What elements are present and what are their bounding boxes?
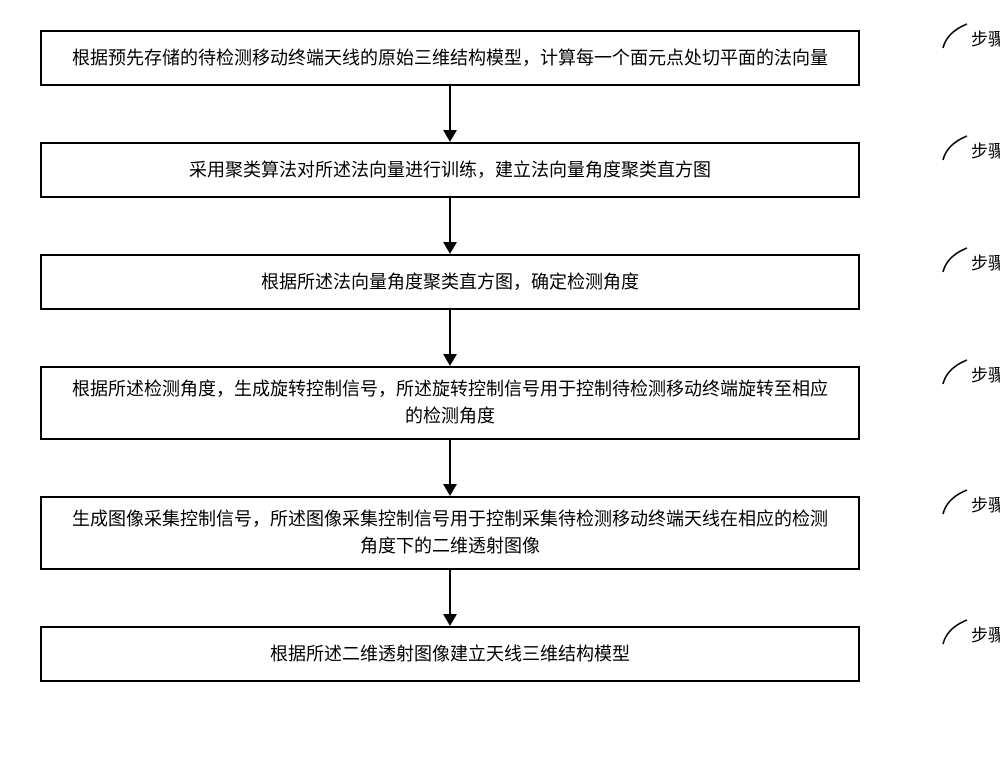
flowchart-container: 根据预先存储的待检测移动终端天线的原始三维结构模型，计算每一个面元点处切平面的法… [40, 30, 960, 682]
step-row: 根据预先存储的待检测移动终端天线的原始三维结构模型，计算每一个面元点处切平面的法… [40, 30, 960, 86]
step-row: 根据所述法向量角度聚类直方图，确定检测角度 步骤S103 [40, 254, 960, 310]
step-label: 步骤S106 [971, 621, 1000, 646]
process-box-s106: 根据所述二维透射图像建立天线三维结构模型 [40, 626, 860, 682]
down-arrow-icon [438, 570, 462, 626]
process-text: 根据预先存储的待检测移动终端天线的原始三维结构模型，计算每一个面元点处切平面的法… [72, 45, 828, 72]
arrow-wrap [40, 570, 860, 626]
step-label: 步骤S105 [971, 491, 1000, 516]
arrow-wrap [40, 440, 860, 496]
process-box-s103: 根据所述法向量角度聚类直方图，确定检测角度 [40, 254, 860, 310]
step-row: 采用聚类算法对所述法向量进行训练，建立法向量角度聚类直方图 步骤S102 [40, 142, 960, 198]
step-label: 步骤S101 [971, 25, 1000, 50]
arrow-wrap [40, 86, 860, 142]
process-text: 根据所述法向量角度聚类直方图，确定检测角度 [261, 269, 639, 296]
step-label: 步骤S104 [971, 361, 1000, 386]
step-label: 步骤S103 [971, 249, 1000, 274]
leader-curve-icon [941, 486, 969, 516]
process-box-s105: 生成图像采集控制信号，所述图像采集控制信号用于控制采集待检测移动终端天线在相应的… [40, 496, 860, 570]
step-row: 生成图像采集控制信号，所述图像采集控制信号用于控制采集待检测移动终端天线在相应的… [40, 496, 960, 570]
step-label-wrap: 步骤S103 [941, 244, 1000, 274]
step-label-wrap: 步骤S102 [941, 132, 1000, 162]
leader-curve-icon [941, 356, 969, 386]
arrow-wrap [40, 198, 860, 254]
leader-curve-icon [941, 132, 969, 162]
process-text: 根据所述二维透射图像建立天线三维结构模型 [270, 641, 630, 668]
down-arrow-icon [438, 310, 462, 366]
down-arrow-icon [438, 440, 462, 496]
step-label-wrap: 步骤S101 [941, 20, 1000, 50]
step-row: 根据所述二维透射图像建立天线三维结构模型 步骤S106 [40, 626, 960, 682]
process-box-s104: 根据所述检测角度，生成旋转控制信号，所述旋转控制信号用于控制待检测移动终端旋转至… [40, 366, 860, 440]
leader-curve-icon [941, 20, 969, 50]
leader-curve-icon [941, 616, 969, 646]
process-box-s102: 采用聚类算法对所述法向量进行训练，建立法向量角度聚类直方图 [40, 142, 860, 198]
step-label-wrap: 步骤S105 [941, 486, 1000, 516]
step-row: 根据所述检测角度，生成旋转控制信号，所述旋转控制信号用于控制待检测移动终端旋转至… [40, 366, 960, 440]
leader-curve-icon [941, 244, 969, 274]
process-box-s101: 根据预先存储的待检测移动终端天线的原始三维结构模型，计算每一个面元点处切平面的法… [40, 30, 860, 86]
step-label-wrap: 步骤S106 [941, 616, 1000, 646]
down-arrow-icon [438, 86, 462, 142]
step-label-wrap: 步骤S104 [941, 356, 1000, 386]
process-text: 根据所述检测角度，生成旋转控制信号，所述旋转控制信号用于控制待检测移动终端旋转至… [66, 376, 834, 430]
process-text: 生成图像采集控制信号，所述图像采集控制信号用于控制采集待检测移动终端天线在相应的… [66, 506, 834, 560]
process-text: 采用聚类算法对所述法向量进行训练，建立法向量角度聚类直方图 [189, 157, 711, 184]
step-label: 步骤S102 [971, 137, 1000, 162]
arrow-wrap [40, 310, 860, 366]
down-arrow-icon [438, 198, 462, 254]
